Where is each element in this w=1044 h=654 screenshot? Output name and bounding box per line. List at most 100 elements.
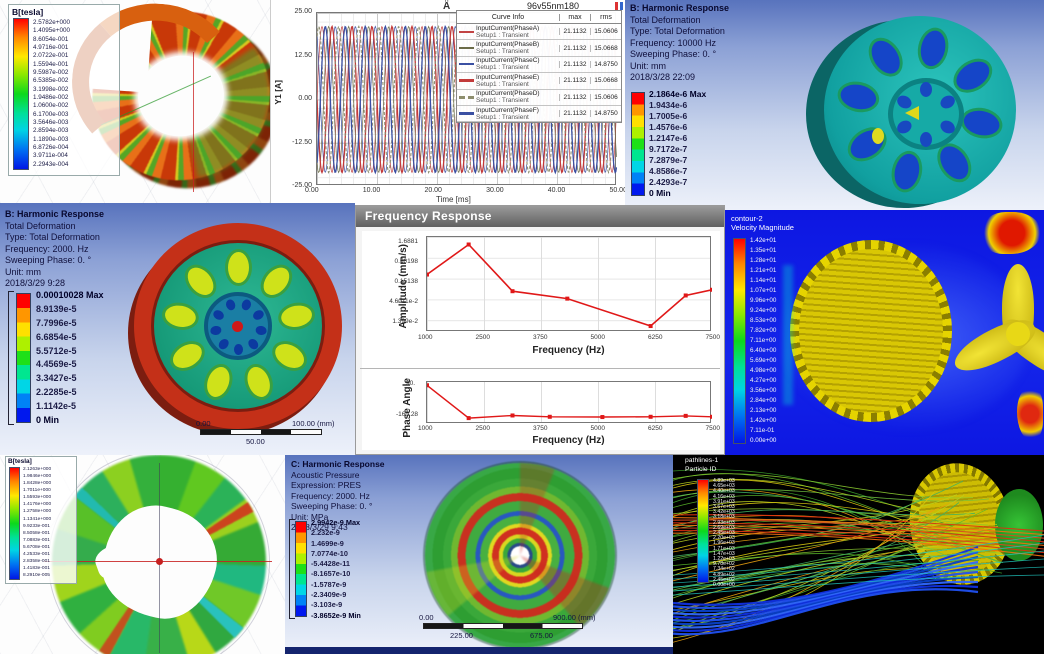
x-tick: 20.00 [424,187,442,194]
phase-x-label: Frequency (Hz) [532,435,605,446]
streamline-cyan [673,566,1044,592]
streamline-green [673,502,998,525]
wheel-hole [920,81,932,97]
colorbar-label: 1.4183e-001 [23,566,50,572]
legend-col-max: max [559,13,590,21]
x-tick: 5000 [590,425,605,432]
info-line: B: Harmonic Response [630,3,730,13]
colorbar-label: 9.5987e-002 [33,68,69,76]
pathlines-viewport[interactable]: pathlines-1 Particle ID 4.89e+03 4.65e+03 4… [673,455,1044,654]
colorbar-label: -3.103e-9 [311,600,343,610]
result-info-block: C: Harmonic Response Acoustic Pressure Exp… [291,459,385,533]
colorbar-label: 1.1890e-003 [33,135,69,143]
colorbar-label: 1.14e+01 [750,276,777,284]
streamline-blue [673,570,979,622]
taskbar-strip [285,647,673,654]
legend-rms: 15.0606 [590,93,621,101]
legend-max: 21.1132 [559,28,590,36]
info-line: 2018/3/28 22:09 [630,72,696,82]
colorbar-label: 7.82e+00 [750,326,777,334]
wheel-hole [209,324,222,336]
colorbar-label: 2.93e+03 [713,519,735,526]
colorbar-label: 9.96e+00 [750,296,777,304]
streamline-green [673,525,999,614]
harmonic-2000-viewport[interactable]: B: Harmonic Response Total Deformation Typ… [0,203,355,455]
velocity-contour-viewport[interactable]: contour-2 Velocity Magnitude 1.42e+01 1.35… [725,210,1044,455]
colorbar-maxwell-torus: B[tesla] 2.5782e+000 1.4095e+000 8.6054e-0… [8,4,120,176]
amplitude-plot-area[interactable] [426,236,712,331]
streamline-green [673,500,957,582]
phase-curve [427,383,712,421]
window-titlebar[interactable]: Frequency Response [356,206,724,227]
curve-name: InputCurrent(PhaseB) [476,41,540,49]
wheel-hole [164,334,210,377]
legend-curve-name: InputCurrent(PhaseA) Setup1 : Transient [476,25,559,39]
legend-row: InputCurrent(PhaseD) Setup1 : Transient 21… [457,90,621,106]
legend-curve-name: InputCurrent(PhaseC) Setup1 : Transient [476,57,559,71]
colorbar-label: 5.6708e-001 [23,544,50,550]
maxwell-disk-viewport[interactable]: B[tesla] 2.1263e+000 1.9846e+000 1.8428e+0… [0,455,285,654]
phase-point [683,413,688,418]
wheel-hole [159,299,201,333]
colorbar-label: 4.98e+00 [750,366,777,374]
colorbar-label: 2.8358e-001 [23,559,50,565]
x-tick: 2500 [475,425,490,432]
wheel-hole [245,336,260,351]
colorbar-label: 5.5712e-5 [36,345,77,356]
window-title: Frequency Response [365,209,492,223]
x-tick: 50.00 [609,187,625,194]
colorbar-strip [295,521,307,617]
legend-rms: 14.8750 [590,60,621,68]
acoustic-pressure-viewport[interactable]: C: Harmonic Response Acoustic Pressure Exp… [285,455,673,654]
harmonic-10000-viewport[interactable]: B: Harmonic Response Total Deformation Typ… [625,0,1044,210]
legend-max: 21.1132 [559,110,590,118]
colorbar-label: 8.5058e-001 [23,530,50,536]
colorbar-label: 3.5646e-003 [33,118,69,126]
colorbar-label: 7.11e-01 [750,426,775,434]
colorbar-label: 1.5594e-001 [33,60,69,68]
streamline-green [673,522,947,576]
colorbar-title-line: Velocity Magnitude [731,223,794,232]
info-line: Expression: PRES [291,480,361,490]
colorbar-label: -5.4428e-11 [311,559,350,569]
colorbar-label: 2.9942e-9 Max [311,518,361,527]
colorbar-title-line: pathlines-1 [685,457,719,464]
wheel-hole [266,334,312,377]
info-line: Unit: mm [630,60,666,71]
colorbar-label: 1.7005e-6 [649,111,688,122]
maxwell-torus-viewport[interactable]: B[tesla] 2.5782e+000 1.4095e+000 8.6054e-0… [0,0,270,203]
legend-max: 21.1132 [559,77,590,85]
colorbar-label: 2.4293e-7 [649,177,688,188]
streamline-green [673,555,962,599]
x-tick: 10.00 [362,187,381,194]
wheel-hole [920,131,932,147]
y-tick: 0.00 [298,95,312,102]
plot-title: 96v55nm180 [527,1,580,11]
current-plot-report[interactable]: Ä 96v55nm180 Y1 [A] 25.00 12.50 0.00 -12.50… [270,0,625,205]
colorbar-label: 4.27e+00 [750,376,777,384]
legend-row: InputCurrent(PhaseE) Setup1 : Transient 21… [457,73,621,90]
colorbar-label: 1.4176e+000 [23,502,52,508]
plot-divider [360,368,720,369]
amplitude-point [648,324,653,329]
colorbar-label: 9.9233e-001 [23,523,50,529]
gear-model [790,240,952,422]
colorbar-label: 2.2285e-5 [36,387,77,398]
phase-plot-area[interactable] [426,381,712,423]
colorbar-label: 6.40e+00 [750,346,777,354]
curve-name: InputCurrent(PhaseC) [476,57,540,65]
streamline-cyan [673,558,1044,588]
colorbar-label: 1.0600e-002 [33,102,69,110]
colorbar-title-line: Particle ID [685,465,717,473]
colorbar-label: 5.69e+00 [750,356,777,364]
wheel-hole [914,24,953,73]
colorbar-label: 1.1341e+000 [23,516,52,522]
colorbar-title: contour-2 Velocity Magnitude [731,214,794,232]
legend-row: InputCurrent(PhaseB) Setup1 : Transient 21… [457,40,621,57]
phase-x-ticks: 1000 2500 3750 5000 6250 7500 [418,425,720,432]
colorbar-label: 0.00e+00 [750,436,777,444]
x-tick: 1000 [418,334,433,341]
crosshair-center-dot [156,558,163,565]
info-line: Acoustic Pressure [291,469,360,480]
colorbar-strip [13,18,29,170]
